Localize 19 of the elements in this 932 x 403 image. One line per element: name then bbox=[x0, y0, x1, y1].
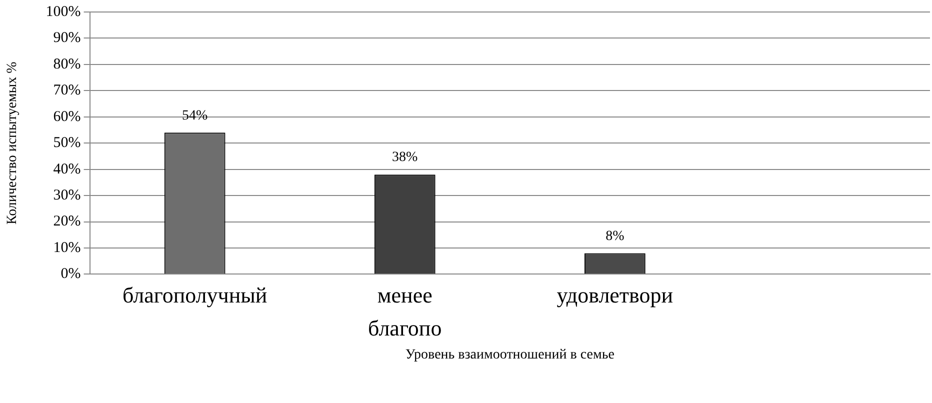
data-label: 38% bbox=[392, 150, 418, 166]
y-tick-label: 0% bbox=[60, 266, 81, 282]
y-axis-title: Количество испытуемых % bbox=[5, 61, 20, 225]
y-tick-label: 30% bbox=[53, 187, 81, 204]
y-tick-label: 70% bbox=[53, 82, 81, 99]
x-tick-label: менее благопо bbox=[368, 282, 442, 340]
y-tick-label: 20% bbox=[53, 214, 81, 230]
y-tick-label: 50% bbox=[53, 135, 81, 152]
x-tick-label: благополучный bbox=[122, 282, 268, 308]
data-label: 8% bbox=[606, 228, 625, 244]
y-tick-label: 60% bbox=[53, 108, 81, 125]
y-tick-label: 90% bbox=[53, 30, 81, 46]
x-axis-title: Уровень взаимоотношений в семье bbox=[405, 347, 614, 362]
data-label: 54% bbox=[182, 108, 208, 124]
y-tick-label: 100% bbox=[46, 4, 81, 20]
y-tick-label: 40% bbox=[53, 161, 81, 178]
x-tick-label: удовлетвори bbox=[556, 282, 674, 308]
y-tick-label: 10% bbox=[53, 240, 81, 256]
y-tick-label: 80% bbox=[53, 56, 81, 72]
